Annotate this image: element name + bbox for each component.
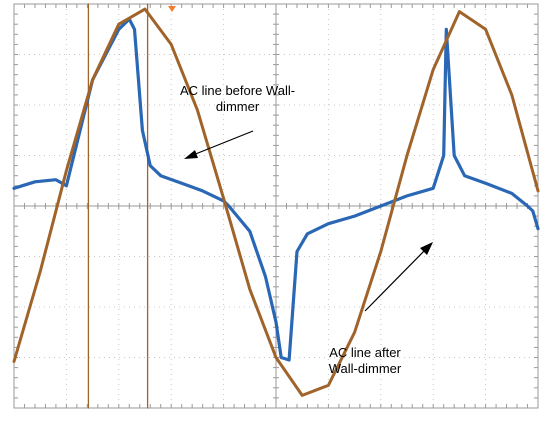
arrow-before-dimmer [187,130,254,158]
annotation-arrows [184,130,433,312]
annotation-after-dimmer: AC line after Wall-dimmer [328,345,402,376]
plot-grid [13,3,539,409]
arrow-after-dimmer [364,245,430,312]
arrowhead-after-dimmer [420,242,433,255]
trigger-marker [168,6,176,12]
trace-before-dimmer [12,7,540,397]
arrowhead-before-dimmer [184,150,198,159]
annotation-before-dimmer: AC line before Wall- dimmer [179,83,296,114]
plot-traces [12,3,540,409]
